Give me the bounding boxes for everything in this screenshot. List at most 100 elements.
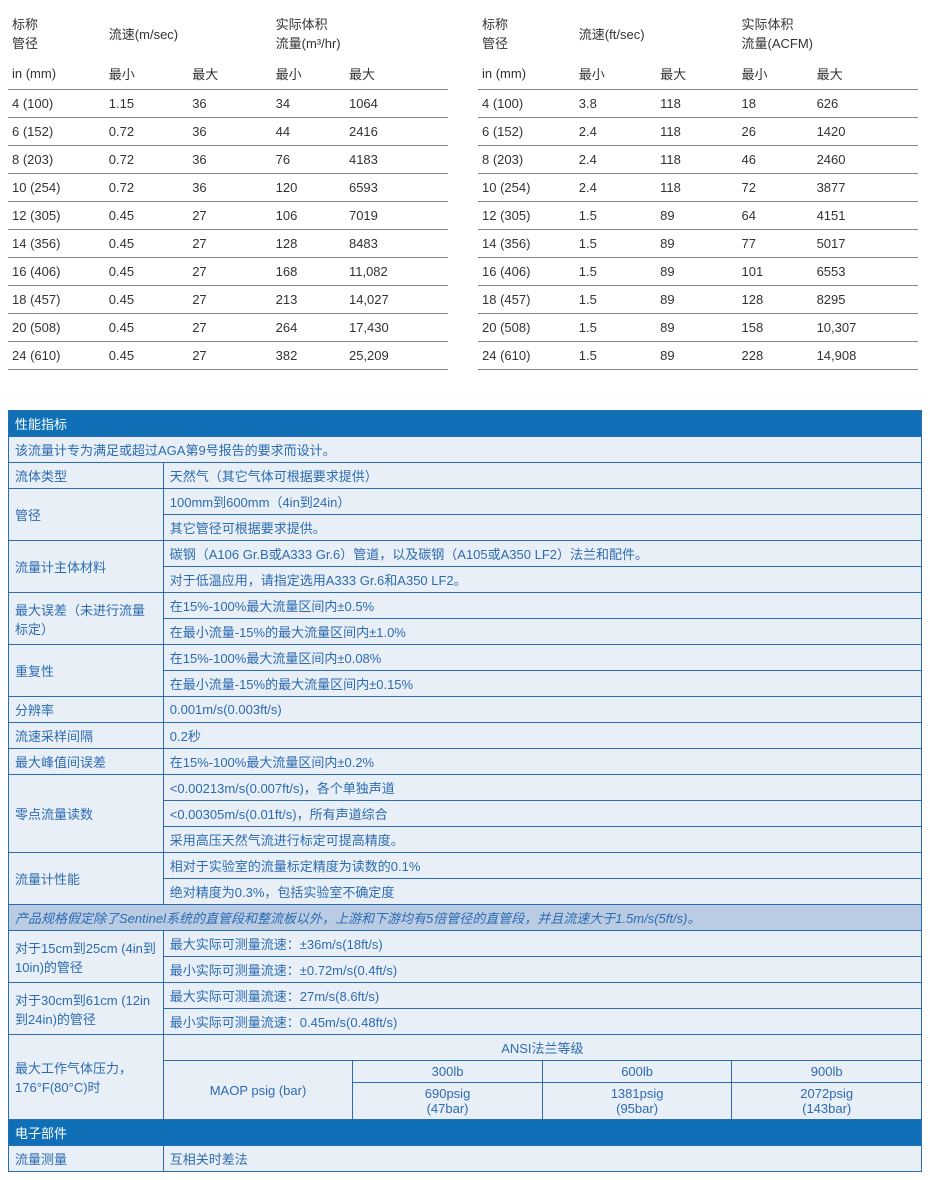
maop-900: 2072psig(143bar) (732, 1083, 922, 1120)
table-row: 18 (457)1.5891288295 (478, 286, 918, 314)
table-row: 6 (152)2.4118261420 (478, 118, 918, 146)
imperial-header-qmin: 最小 (738, 58, 813, 90)
table-cell: 17,430 (345, 314, 448, 342)
err-val1: 在15%-100%最大流量区间内±0.5% (163, 593, 921, 619)
table-cell: 3877 (813, 174, 918, 202)
table-cell: 0.72 (105, 146, 188, 174)
table-cell: 72 (738, 174, 813, 202)
table-row: 8 (203)2.4118462460 (478, 146, 918, 174)
range1-val1: 最大实际可测量流速：±36m/s(18ft/s) (163, 931, 921, 957)
imperial-header-vmin: 最小 (575, 58, 656, 90)
metric-header-vel: 流速(m/sec) (105, 8, 272, 58)
table-cell: 626 (813, 90, 918, 118)
table-cell: 128 (738, 286, 813, 314)
table-cell: 25,209 (345, 342, 448, 370)
zero-val2: <0.00305m/s(0.01ft/s)，所有声道综合 (163, 801, 921, 827)
table-row: 14 (356)0.45271288483 (8, 230, 448, 258)
table-cell: 8295 (813, 286, 918, 314)
table-cell: 27 (188, 230, 271, 258)
table-cell: 14 (356) (8, 230, 105, 258)
table-cell: 106 (272, 202, 345, 230)
press-label: 最大工作气体压力，176°F(80°C)时 (9, 1035, 164, 1120)
table-cell: 10 (254) (8, 174, 105, 202)
table-cell: 2.4 (575, 146, 656, 174)
perf-val2: 绝对精度为0.3%，包括实验室不确定度 (163, 879, 921, 905)
spec-title: 性能指标 (9, 411, 922, 437)
elec-header: 电子部件 (9, 1120, 922, 1146)
zero-label: 零点流量读数 (9, 775, 164, 853)
metric-header-vol: 实际体积 流量(m³/hr) (272, 8, 448, 58)
table-cell: 2460 (813, 146, 918, 174)
table-cell: 89 (656, 258, 737, 286)
table-cell: 264 (272, 314, 345, 342)
table-row: 16 (406)1.5891016553 (478, 258, 918, 286)
table-row: 18 (457)0.452721314,027 (8, 286, 448, 314)
table-cell: 36 (188, 90, 271, 118)
range2-label: 对于30cm到61cm (12in到24in)的管径 (9, 983, 164, 1035)
table-cell: 12 (305) (478, 202, 575, 230)
table-cell: 27 (188, 286, 271, 314)
table-cell: 77 (738, 230, 813, 258)
diam-label: 管径 (9, 489, 164, 541)
maop-600: 1381psig(95bar) (542, 1083, 732, 1120)
table-cell: 27 (188, 314, 271, 342)
metric-table: 标称 管径 流速(m/sec) 实际体积 流量(m³/hr) in (mm) 最… (8, 8, 448, 370)
zero-val3: 采用高压天然气流进行标定可提高精度。 (163, 827, 921, 853)
range2-val1: 最大实际可测量流速：27m/s(8.6ft/s) (163, 983, 921, 1009)
spec-note: 产品规格假定除了Sentinel系统的直管段和整流板以外，上游和下游均有5倍管径… (9, 905, 922, 931)
table-cell: 24 (610) (478, 342, 575, 370)
table-cell: 18 (738, 90, 813, 118)
mat-label: 流量计主体材料 (9, 541, 164, 593)
table-cell: 168 (272, 258, 345, 286)
table-cell: 16 (406) (8, 258, 105, 286)
table-cell: 20 (508) (8, 314, 105, 342)
range2-val2: 最小实际可测量流速：0.45m/s(0.48ft/s) (163, 1009, 921, 1035)
err-label: 最大误差（未进行流量标定） (9, 593, 164, 645)
ansi-600: 600lb (542, 1061, 732, 1083)
table-cell: 2.4 (575, 118, 656, 146)
table-cell: 89 (656, 342, 737, 370)
table-cell: 0.45 (105, 202, 188, 230)
table-cell: 0.45 (105, 342, 188, 370)
table-cell: 11,082 (345, 258, 448, 286)
table-cell: 36 (188, 146, 271, 174)
table-cell: 3.8 (575, 90, 656, 118)
fluid-label: 流体类型 (9, 463, 164, 489)
table-cell: 118 (656, 146, 737, 174)
imperial-header-vel: 流速(ft/sec) (575, 8, 738, 58)
meas-val: 互相关时差法 (163, 1146, 921, 1172)
table-cell: 7019 (345, 202, 448, 230)
res-val: 0.001m/s(0.003ft/s) (163, 697, 921, 723)
table-cell: 118 (656, 174, 737, 202)
table-cell: 5017 (813, 230, 918, 258)
table-row: 12 (305)0.45271067019 (8, 202, 448, 230)
table-cell: 8483 (345, 230, 448, 258)
table-cell: 1.5 (575, 286, 656, 314)
peak-label: 最大峰值间误差 (9, 749, 164, 775)
table-cell: 1.5 (575, 314, 656, 342)
table-cell: 1064 (345, 90, 448, 118)
table-cell: 382 (272, 342, 345, 370)
table-cell: 64 (738, 202, 813, 230)
table-cell: 158 (738, 314, 813, 342)
table-cell: 14,027 (345, 286, 448, 314)
table-cell: 36 (188, 174, 271, 202)
fluid-val: 天然气（其它气体可根据要求提供） (163, 463, 921, 489)
table-cell: 89 (656, 202, 737, 230)
table-cell: 0.72 (105, 174, 188, 202)
metric-header-unit: in (mm) (8, 58, 105, 90)
table-cell: 10 (254) (478, 174, 575, 202)
imperial-header-vmax: 最大 (656, 58, 737, 90)
table-cell: 2.4 (575, 174, 656, 202)
meas-label: 流量测量 (9, 1146, 164, 1172)
table-cell: 6 (152) (8, 118, 105, 146)
imperial-header-qmax: 最大 (813, 58, 918, 90)
table-cell: 0.45 (105, 286, 188, 314)
ansi-900: 900lb (732, 1061, 922, 1083)
zero-val1: <0.00213m/s(0.007ft/s)，各个单独声道 (163, 775, 921, 801)
table-row: 12 (305)1.589644151 (478, 202, 918, 230)
table-cell: 6593 (345, 174, 448, 202)
table-cell: 27 (188, 202, 271, 230)
rep-val2: 在最小流量-15%的最大流量区间内±0.15% (163, 671, 921, 697)
table-row: 14 (356)1.589775017 (478, 230, 918, 258)
